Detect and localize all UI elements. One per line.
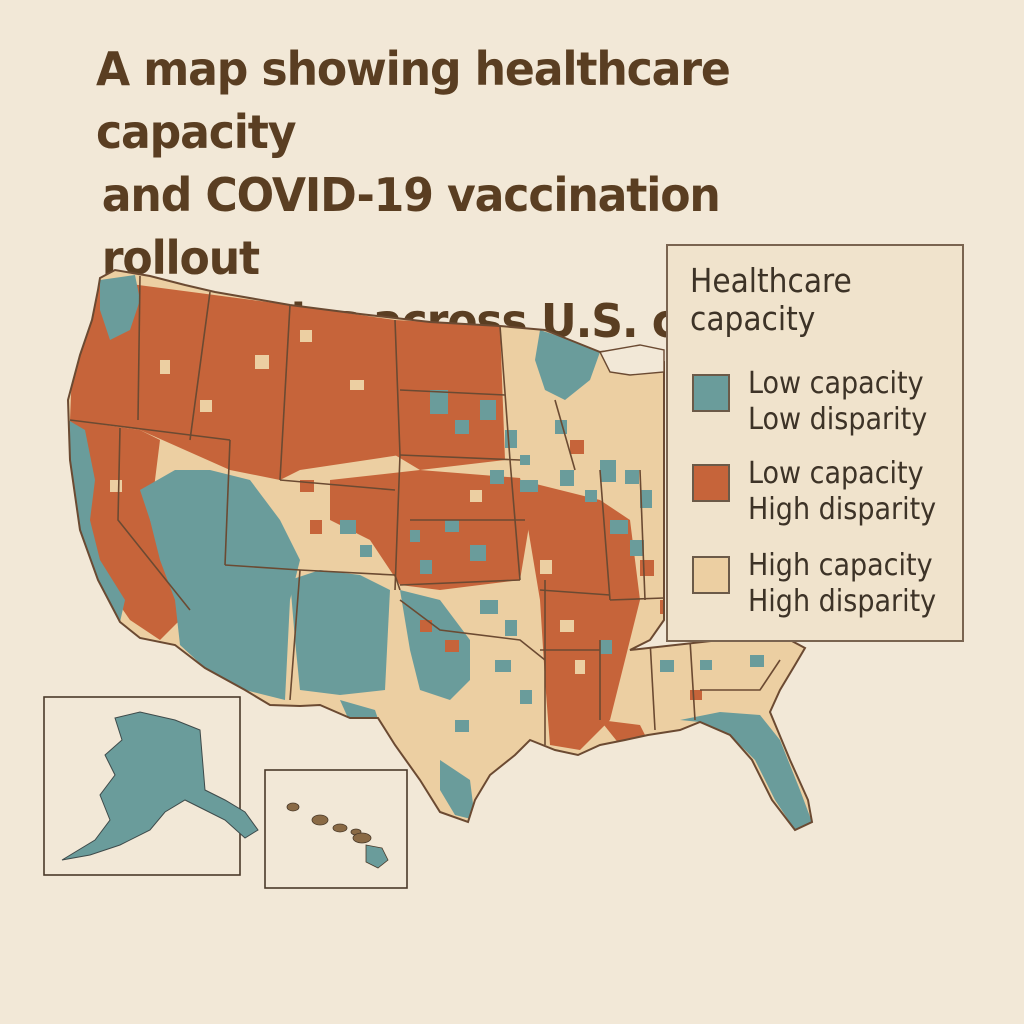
title-line-1: A map showing healthcare capacity	[96, 42, 731, 159]
county-patches	[110, 330, 764, 732]
great-lakes	[598, 344, 665, 376]
hawaii-inset	[264, 769, 408, 889]
legend-item-line1: High capacity	[748, 548, 933, 583]
hawaii-islands	[286, 802, 389, 869]
legend-item-line1: Low capacity	[748, 366, 924, 401]
legend-item-low-capacity-low-disparity: Low capacity Low disparity	[692, 366, 956, 446]
region-low-capacity-low-disparity	[68, 275, 812, 830]
alaska-shape	[61, 711, 259, 861]
legend-item-line2: High disparity	[748, 584, 937, 619]
legend-item-line1: Low capacity	[748, 456, 924, 491]
legend-item-line2: High disparity	[748, 492, 937, 527]
us-outline	[66, 268, 814, 832]
swatch-teal-icon	[692, 374, 730, 412]
legend-item-high-capacity-high-disparity: High capacity High disparity	[692, 548, 956, 628]
state-borders	[69, 275, 781, 745]
swatch-tan-icon	[692, 556, 730, 594]
alaska-inset	[43, 696, 259, 876]
legend-item-line2: Low disparity	[748, 402, 928, 437]
legend-item-low-capacity-high-disparity: Low capacity High disparity	[692, 456, 956, 536]
contiguous-us	[66, 268, 814, 832]
legend-title: Healthcare capacity	[690, 261, 852, 338]
legend: Healthcare capacity Low capacity Low dis…	[666, 244, 964, 642]
swatch-rust-icon	[692, 464, 730, 502]
